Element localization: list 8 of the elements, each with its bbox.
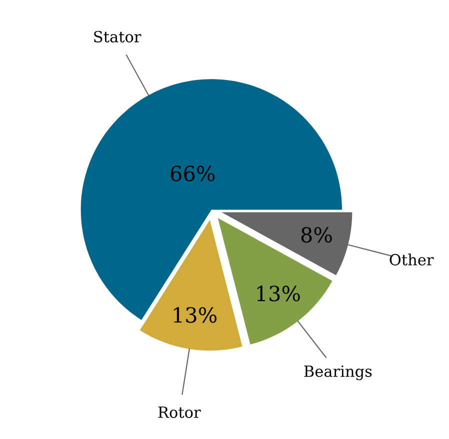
data-label: 8% — [301, 226, 332, 243]
slice-label: Rotor — [158, 406, 201, 418]
data-label: 66% — [170, 166, 215, 182]
data-label: 13% — [174, 307, 216, 323]
data-label: 13% — [257, 286, 300, 302]
slice-label: Other — [390, 254, 434, 266]
slice-label: Stator — [94, 30, 142, 42]
slice-label: Bearings — [304, 366, 372, 380]
